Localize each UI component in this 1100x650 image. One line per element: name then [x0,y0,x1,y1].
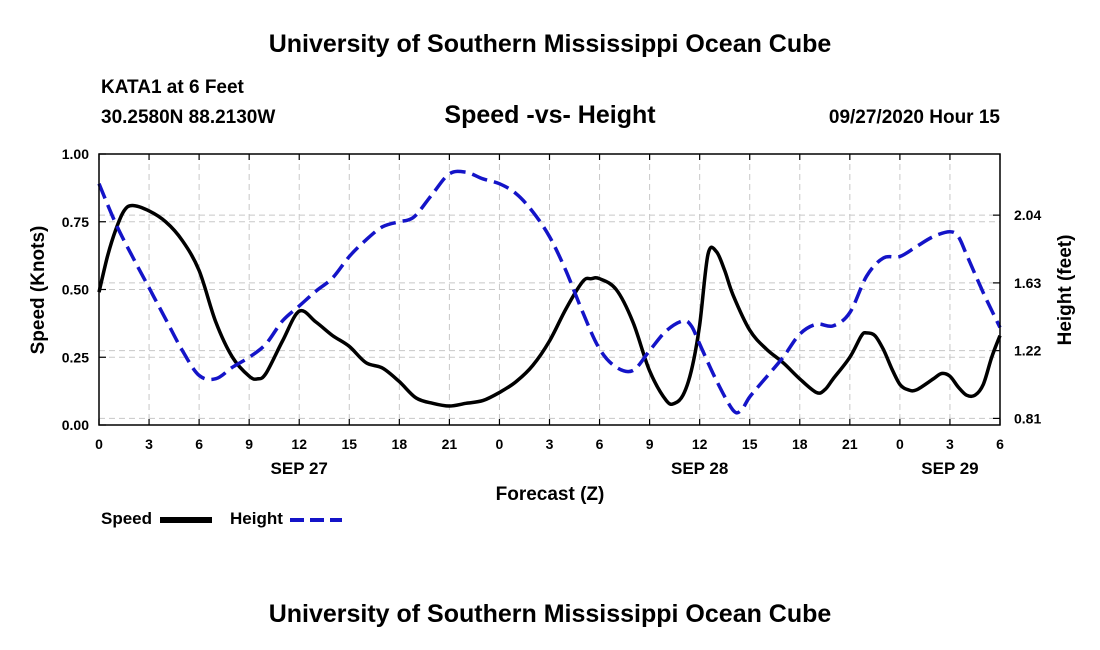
legend-height-label: Height [230,509,283,528]
x-tick-label: 6 [195,436,203,452]
y-tick-label-left: 0.75 [62,214,89,230]
axes: 0 3 6 9 12 15 18 21 0 3 6 9 12 15 18 21 0 3 6 SEP 27 SEP 28 S… [62,146,1042,478]
y-tick-label-left: 0.25 [62,349,89,365]
series-line-height [97,169,1002,415]
y-tick-label-right: 1.22 [1014,343,1041,359]
bottom-title: University of Southern Mississippi Ocean… [268,600,832,628]
station-name: KATA1 at 6 Feet [101,77,244,98]
series-line-speed [97,203,1002,408]
y-tick-label-left: 1.00 [62,146,89,162]
x-tick-label: 18 [392,436,408,452]
chart-title: Speed -vs- Height [444,101,656,129]
x-tick-label: 0 [95,436,103,452]
x-tick-label: 3 [546,436,554,452]
x-tick-label: 21 [842,436,858,452]
y-tick-label-right: 2.04 [1014,207,1041,223]
data-series [97,169,1002,415]
station-coordinates: 30.2580N 88.2130W [101,107,276,128]
forecast-datetime: 09/27/2020 Hour 15 [828,107,1000,128]
x-tick-label: 12 [692,436,708,452]
x-tick-label: 12 [291,436,307,452]
x-tick-label: 15 [742,436,758,452]
x-tick-label: 6 [996,436,1004,452]
x-tick-label: 9 [245,436,253,452]
grid-lines [99,154,1000,425]
y-axis-label-right: Height (feet) [1055,235,1076,346]
x-tick-label: 0 [496,436,504,452]
y-tick-label-right: 1.63 [1014,275,1041,291]
x-tick-label: 6 [596,436,604,452]
x-tick-label: 0 [896,436,904,452]
x-tick-label: 3 [946,436,954,452]
x-tick-label: 18 [792,436,808,452]
x-date-label: SEP 28 [671,459,728,478]
y-tick-label-left: 0.00 [62,417,89,433]
top-title: University of Southern Mississippi Ocean… [268,30,832,58]
y-axis-label-left: Speed (Knots) [28,226,49,355]
x-date-label: SEP 27 [271,459,328,478]
x-axis-label: Forecast (Z) [496,484,605,505]
y-tick-label-left: 0.50 [62,282,89,298]
x-tick-label: 21 [442,436,458,452]
legend-speed-label: Speed [101,509,153,528]
x-tick-label: 3 [145,436,153,452]
x-tick-label: 9 [646,436,654,452]
x-tick-label: 15 [341,436,357,452]
y-tick-label-right: 0.81 [1014,410,1041,426]
x-date-label: SEP 29 [921,459,978,478]
